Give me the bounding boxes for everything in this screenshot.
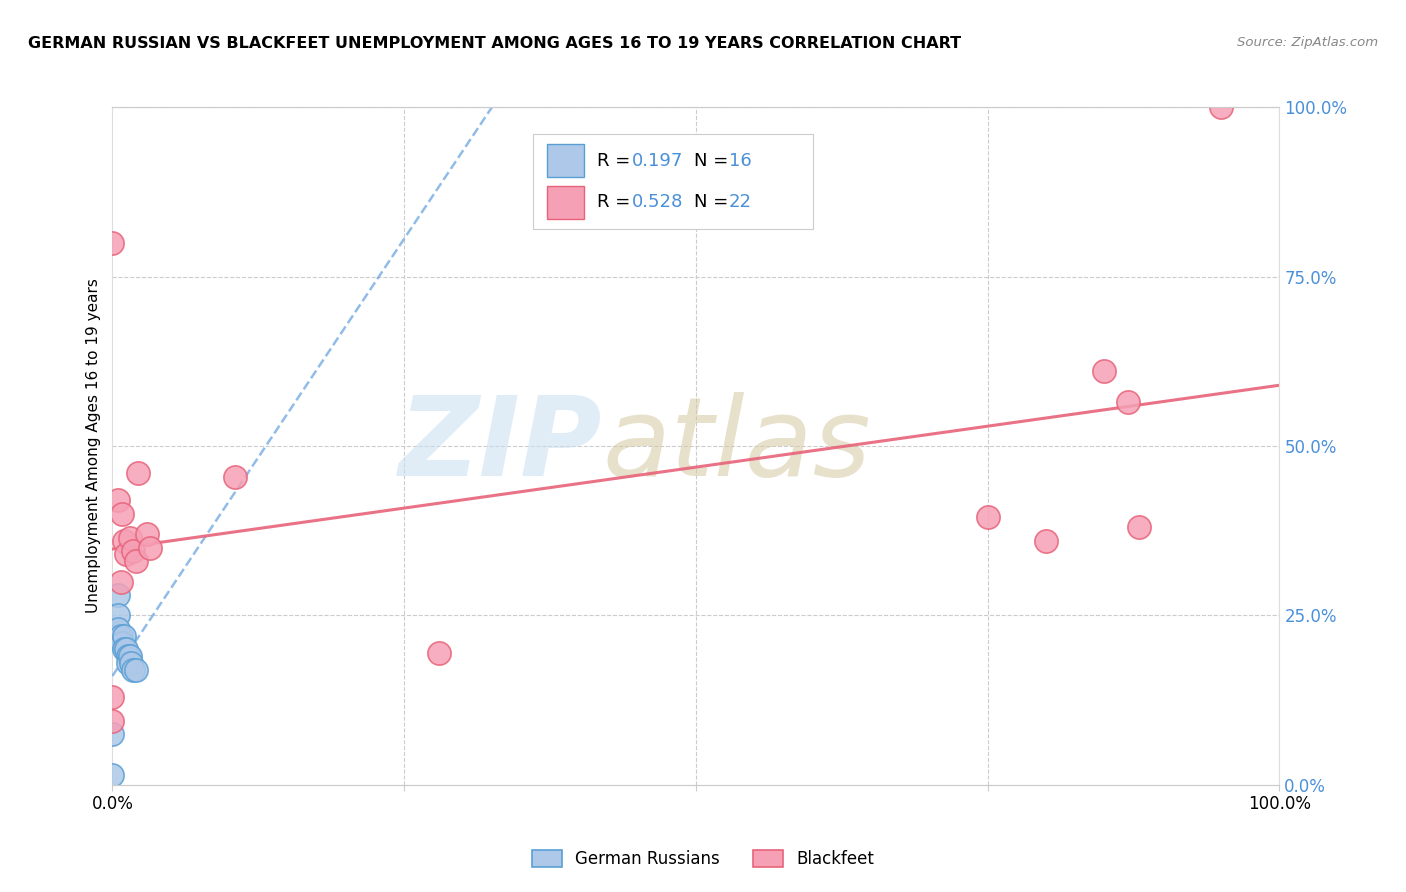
Bar — [547, 145, 583, 177]
Point — [101, 714, 124, 728]
Point — [1209, 100, 1232, 114]
Point — [120, 656, 142, 670]
Point — [122, 663, 145, 677]
Point — [107, 588, 129, 602]
Text: Source: ZipAtlas.com: Source: ZipAtlas.com — [1237, 36, 1378, 49]
Legend: German Russians, Blackfeet: German Russians, Blackfeet — [524, 843, 882, 875]
FancyBboxPatch shape — [533, 134, 813, 229]
Point — [107, 493, 129, 508]
Point — [110, 574, 132, 589]
Point — [107, 622, 129, 636]
Point — [224, 469, 246, 483]
Point — [976, 510, 998, 524]
Point — [1116, 395, 1139, 409]
Point — [107, 608, 129, 623]
Text: 16: 16 — [728, 152, 751, 169]
Bar — [547, 186, 583, 219]
Point — [125, 663, 148, 677]
Point — [112, 642, 135, 657]
Text: atlas: atlas — [603, 392, 872, 500]
Text: 0.197: 0.197 — [631, 152, 683, 169]
Point — [111, 507, 134, 521]
Y-axis label: Unemployment Among Ages 16 to 19 years: Unemployment Among Ages 16 to 19 years — [86, 278, 101, 614]
Point — [111, 635, 134, 649]
Point — [1128, 520, 1150, 534]
Point — [112, 533, 135, 548]
Text: GERMAN RUSSIAN VS BLACKFEET UNEMPLOYMENT AMONG AGES 16 TO 19 YEARS CORRELATION C: GERMAN RUSSIAN VS BLACKFEET UNEMPLOYMENT… — [28, 36, 962, 51]
Text: N =: N = — [693, 194, 734, 211]
Text: R =: R = — [596, 152, 636, 169]
Point — [127, 466, 149, 480]
Point — [427, 646, 450, 660]
Point — [117, 656, 139, 670]
Text: 22: 22 — [728, 194, 752, 211]
Text: 0.528: 0.528 — [631, 194, 683, 211]
Point — [112, 629, 135, 643]
Text: R =: R = — [596, 194, 636, 211]
Point — [101, 235, 124, 250]
Point — [115, 642, 138, 657]
Point — [115, 548, 138, 562]
Text: ZIP: ZIP — [399, 392, 603, 500]
Point — [101, 690, 124, 704]
Point — [122, 544, 145, 558]
Text: N =: N = — [693, 152, 734, 169]
Point — [1094, 364, 1116, 378]
Point — [118, 649, 141, 664]
Point — [1035, 533, 1057, 548]
Point — [139, 541, 162, 555]
Point — [110, 629, 132, 643]
Point — [101, 768, 124, 782]
Point — [125, 554, 148, 568]
Point — [101, 727, 124, 741]
Point — [136, 527, 159, 541]
Point — [117, 649, 139, 664]
Point — [118, 531, 141, 545]
